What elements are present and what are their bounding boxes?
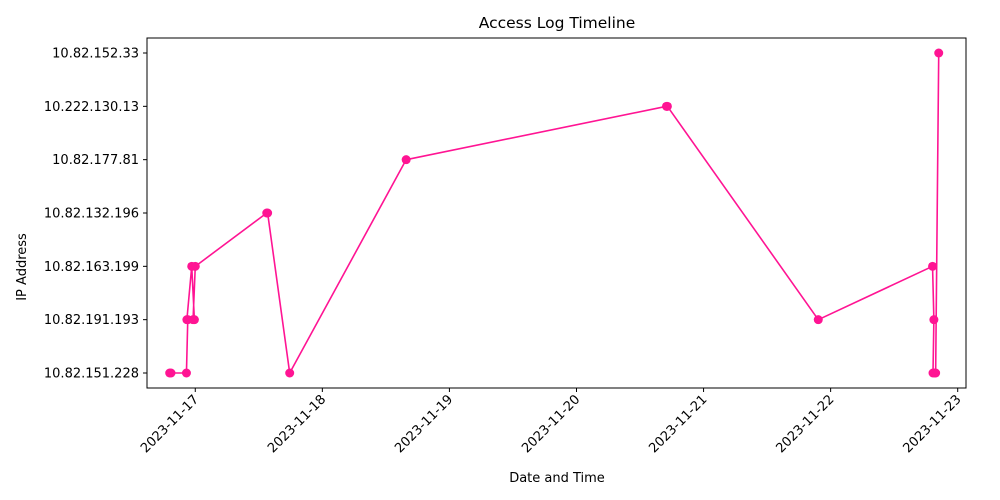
data-point (182, 315, 192, 325)
y-tick-label: 10.82.152.33 (52, 47, 139, 62)
y-tick-label: 10.222.130.13 (44, 100, 139, 115)
y-axis-label: IP Address (15, 233, 30, 301)
data-point (931, 368, 941, 378)
axes: 10.82.151.228 10.82.191.193 10.82.163.199 1… (44, 37, 967, 456)
x-tick-label: 2023-11-23 (900, 392, 964, 456)
data-point (285, 368, 295, 378)
x-tick-label: 2023-11-21 (646, 392, 710, 456)
data-point (813, 315, 823, 325)
data-point (190, 261, 200, 271)
series-line (169, 52, 940, 374)
x-tick-label: 2023-11-18 (265, 392, 329, 456)
x-tick-label: 2023-11-17 (138, 392, 202, 456)
data-point (166, 368, 176, 378)
data-point (929, 315, 939, 325)
data-point (188, 315, 198, 325)
x-tick-label: 2023-11-22 (773, 392, 837, 456)
plot-area (165, 48, 944, 378)
y-tick-label: 10.82.191.193 (44, 313, 139, 328)
x-tick-label: 2023-11-19 (392, 392, 456, 456)
y-tick-label: 10.82.177.81 (52, 153, 139, 168)
chart-title: Access Log Timeline (479, 14, 636, 32)
data-point (401, 155, 411, 165)
x-tick-label: 2023-11-20 (519, 392, 583, 456)
data-point (934, 48, 944, 58)
y-tick-label: 10.82.132.196 (44, 207, 139, 222)
x-axis-label: Date and Time (509, 471, 605, 486)
data-point (181, 368, 191, 378)
data-point (928, 261, 938, 271)
y-tick-label: 10.82.163.199 (44, 260, 139, 275)
data-point (263, 208, 273, 218)
y-tick-label: 10.82.151.228 (44, 367, 139, 382)
data-point (662, 101, 672, 111)
